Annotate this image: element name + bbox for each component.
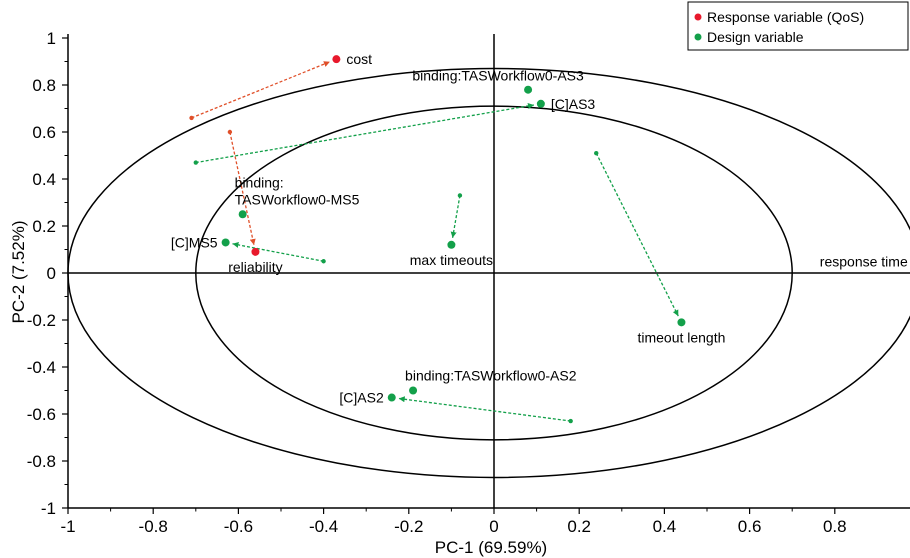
legend-box <box>687 1 909 51</box>
y-tick-label: 0.6 <box>32 123 56 142</box>
x-tick-label: -0.2 <box>394 517 423 536</box>
arrow-max-timeouts <box>450 195 461 239</box>
x-tick-label: 0.8 <box>823 517 847 536</box>
arrow-c-ms5 <box>232 241 324 262</box>
arrow-cost <box>191 61 331 119</box>
arrow-c-as2 <box>398 396 571 422</box>
point-labels: cost reliability response time binding:TASW… <box>171 51 908 405</box>
y-tick-label: -0.8 <box>27 452 56 471</box>
point-c-ms5 <box>221 238 230 247</box>
x-tick-label: -1 <box>60 517 75 536</box>
label-binding-tasworkflow0-ms5: binding: TASWorkflow0-MS5 <box>235 174 360 207</box>
label-binding-tasworkflow0-as3: binding:TASWorkflow0-AS3 <box>412 68 584 84</box>
legend-marker-response <box>694 13 702 21</box>
point-timeout-length <box>677 318 686 327</box>
point-c-as3 <box>536 99 545 108</box>
y-tick-label: 0.4 <box>32 170 56 189</box>
arrow-c-as3 <box>195 103 535 164</box>
legend-label-response: Response variable (QoS) <box>707 9 864 25</box>
y-tick-label: -0.4 <box>27 358 56 377</box>
x-tick-label: 0.6 <box>738 517 762 536</box>
data-points <box>221 55 686 402</box>
x-tick-label: -0.8 <box>139 517 168 536</box>
axes <box>67 34 910 509</box>
label-response-time: response time <box>820 253 908 269</box>
y-tick-label: 0.2 <box>32 217 56 236</box>
x-tick-label: -0.4 <box>309 517 338 536</box>
y-tick-label: 1 <box>47 29 56 48</box>
loading-arrows <box>189 61 679 424</box>
label-reliability: reliability <box>228 259 282 275</box>
label-cost: cost <box>346 51 372 67</box>
label-c-ms5: [C]MS5 <box>171 234 218 250</box>
y-axis-title: PC-2 (7.52%) <box>9 221 28 324</box>
label-timeout-length: timeout length <box>637 329 725 345</box>
point-max-timeouts <box>447 240 456 249</box>
label-max-timeouts: max timeouts <box>410 252 493 268</box>
legend: Response variable (QoS) Design variable <box>687 1 909 51</box>
legend-marker-design <box>694 33 702 41</box>
y-tick-label: 0 <box>47 264 56 283</box>
point-c-as2 <box>387 393 396 402</box>
label-c-as2: [C]AS2 <box>339 390 384 406</box>
arrow-reliability <box>229 131 256 246</box>
label-c-as3: [C]AS3 <box>551 96 596 112</box>
point-cost <box>332 55 341 64</box>
point-reliability <box>251 247 260 256</box>
x-tick-label: 0 <box>489 517 498 536</box>
x-tick-label: -0.6 <box>224 517 253 536</box>
y-ticks: 1 0.8 0.6 0.4 0.2 0 -0.2 -0.4 -0.6 -0.8 -1 <box>27 29 68 518</box>
y-tick-label: -1 <box>41 499 56 518</box>
point-binding-tasworkflow0-ms5 <box>238 210 247 219</box>
legend-label-design: Design variable <box>707 29 804 45</box>
x-tick-label: 0.2 <box>567 517 591 536</box>
point-binding-tasworkflow0-as3 <box>524 85 533 94</box>
x-axis-title: PC-1 (69.59%) <box>435 538 547 557</box>
x-ticks: -1 -0.8 -0.6 -0.4 -0.2 0 0.2 0.4 0.6 0.8 <box>60 508 847 536</box>
y-tick-label: -0.2 <box>27 311 56 330</box>
point-binding-tasworkflow0-as2 <box>409 386 418 395</box>
label-binding-tasworkflow0-as2: binding:TASWorkflow0-AS2 <box>405 368 577 384</box>
y-tick-label: 0.8 <box>32 76 56 95</box>
x-tick-label: 0.4 <box>653 517 677 536</box>
arrow-timeout-length <box>595 152 679 317</box>
y-tick-label: -0.6 <box>27 405 56 424</box>
